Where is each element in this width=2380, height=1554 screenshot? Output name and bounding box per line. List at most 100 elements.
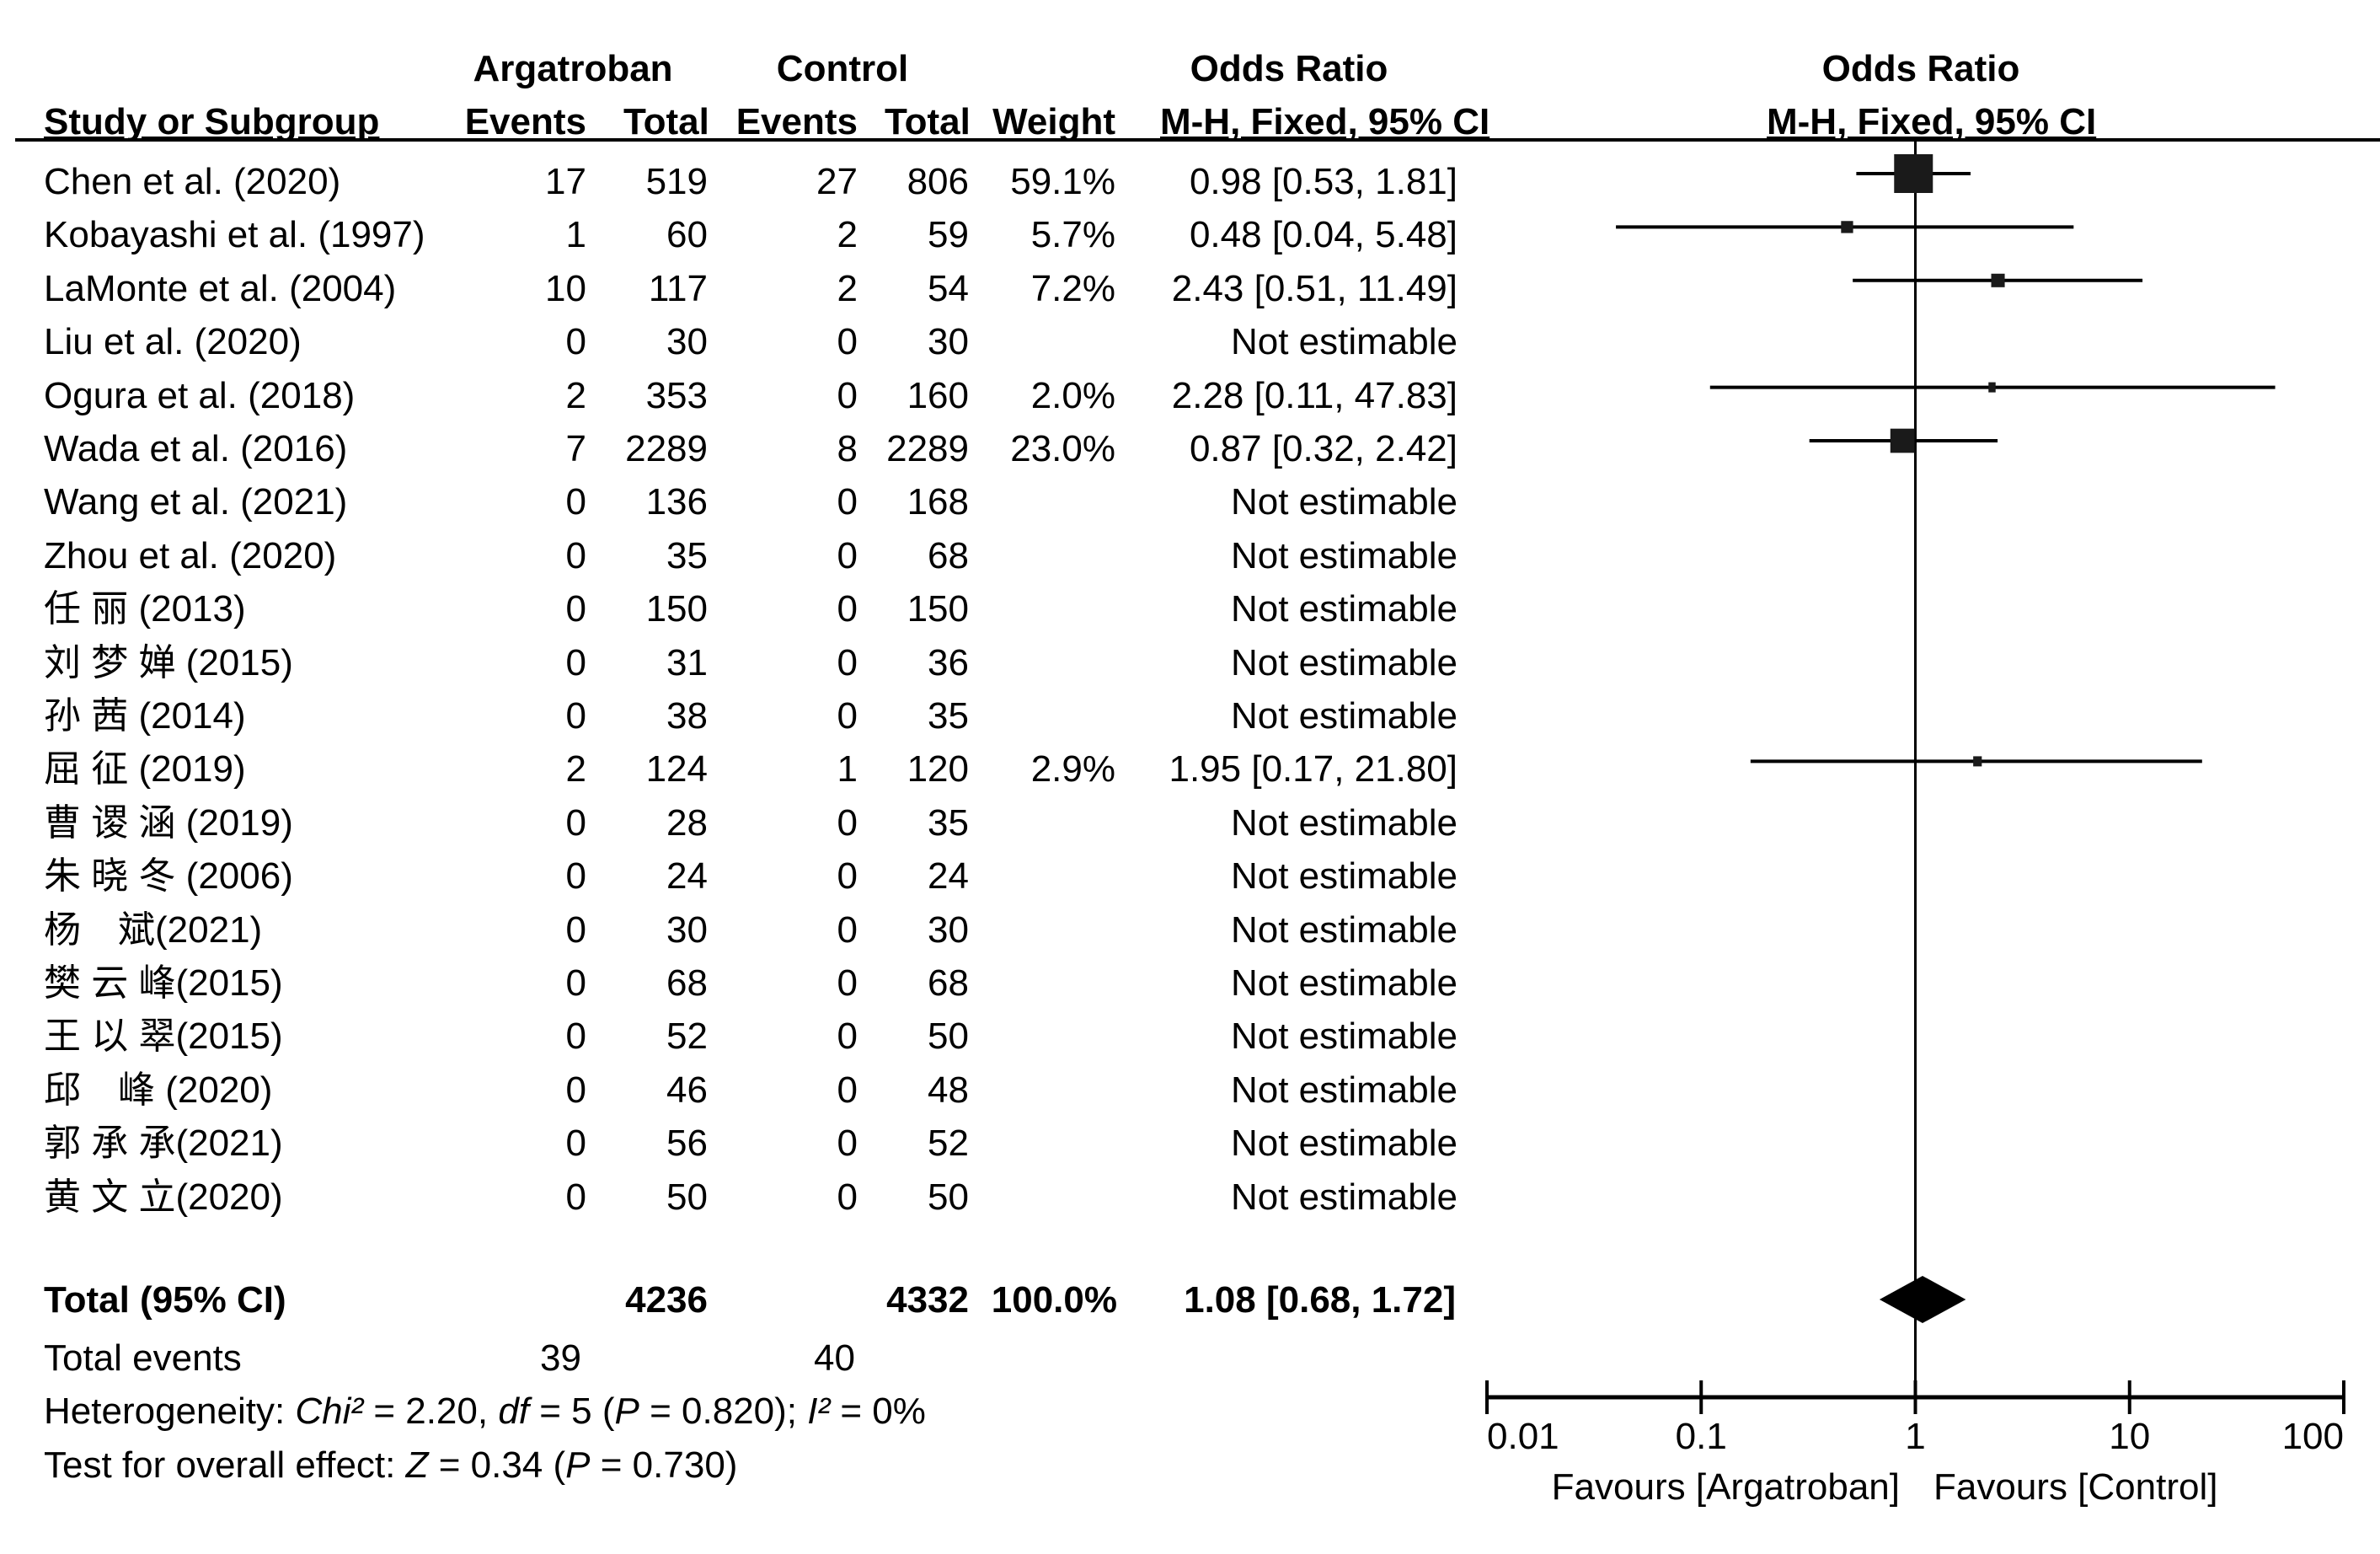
- events-control: 0: [837, 1015, 858, 1058]
- odds-ratio-ci: 1.95 [0.17, 21.80]: [1169, 748, 1457, 790]
- total-treatment: 30: [666, 908, 708, 951]
- events-treatment: 1: [565, 214, 586, 256]
- header-total-control: Total: [885, 101, 971, 142]
- weight: 7.2%: [1030, 267, 1115, 309]
- overall-p-label: P: [565, 1444, 591, 1486]
- overall-effect-text: Test for overall effect: Z = 0.34 (P = 0…: [44, 1444, 737, 1487]
- odds-ratio-ci: Not estimable: [1230, 321, 1457, 363]
- total-treatment: 31: [666, 641, 708, 683]
- odds-ratio-ci: Not estimable: [1230, 908, 1457, 951]
- events-control: 0: [837, 695, 858, 737]
- favours-right-label: Favours [Control]: [1933, 1466, 2218, 1508]
- total-treatment: 56: [666, 1123, 708, 1165]
- study-name: 黄 文 立(2020): [44, 1176, 283, 1218]
- total-treatment: 136: [645, 481, 708, 523]
- total-events-control: 40: [814, 1337, 855, 1379]
- events-control: 0: [837, 801, 858, 844]
- odds-ratio-ci: 0.87 [0.32, 2.42]: [1189, 428, 1457, 469]
- header-plot-method: M-H, Fixed, 95% CI: [1767, 101, 2097, 142]
- total-treatment: 4236: [625, 1279, 708, 1321]
- total-control: 52: [928, 1123, 969, 1165]
- total-control: 120: [907, 748, 969, 790]
- events-treatment: 0: [565, 855, 586, 898]
- total-control: 160: [907, 374, 969, 416]
- total-treatment: 38: [666, 695, 708, 737]
- study-name: 刘 梦 婵 (2015): [44, 641, 293, 683]
- point-estimate-square: [1973, 756, 1982, 767]
- events-control: 0: [837, 588, 858, 630]
- df-label: df: [498, 1391, 530, 1432]
- overall-effect-prefix: Test for overall effect:: [44, 1444, 406, 1486]
- z-value: = 0.34 (: [428, 1444, 566, 1486]
- header-argatroban: Argatroban: [473, 48, 673, 89]
- x-tick-label: 100: [2281, 1416, 2344, 1457]
- events-treatment: 0: [565, 481, 586, 523]
- events-control: 0: [837, 534, 858, 576]
- total-treatment: 124: [645, 748, 708, 790]
- point-estimate-square: [1841, 221, 1853, 233]
- header-control: Control: [776, 48, 909, 89]
- odds-ratio-ci: 0.48 [0.04, 5.48]: [1189, 214, 1457, 256]
- x-tick-label: 1: [1905, 1416, 1926, 1457]
- events-control: 0: [837, 962, 858, 1004]
- study-name: Liu et al. (2020): [44, 321, 302, 363]
- events-treatment: 0: [565, 534, 586, 576]
- favours-left-label: Favours [Argatroban]: [1551, 1466, 1900, 1508]
- study-name: 樊 云 峰(2015): [44, 962, 283, 1004]
- total-control: 68: [928, 962, 969, 1004]
- events-treatment: 7: [565, 428, 586, 469]
- odds-ratio-ci: Not estimable: [1230, 481, 1457, 523]
- study-name: Kobayashi et al. (1997): [44, 214, 425, 256]
- point-estimate-square: [1890, 428, 1915, 453]
- total-treatment: 60: [666, 214, 708, 256]
- total-treatment: 52: [666, 1015, 708, 1058]
- events-control: 8: [837, 428, 858, 469]
- odds-ratio-ci: Not estimable: [1230, 695, 1457, 737]
- study-name: 邱 峰 (2020): [44, 1069, 273, 1111]
- i2-value: = 0%: [830, 1391, 926, 1432]
- study-name: 郭 承 承(2021): [44, 1123, 283, 1165]
- overall-p-value: = 0.730): [590, 1444, 738, 1486]
- x-tick-label: 10: [2109, 1416, 2151, 1457]
- chi-label: Chi²: [295, 1391, 364, 1432]
- i2-label: I²: [807, 1391, 831, 1432]
- odds-ratio-ci: 2.43 [0.51, 11.49]: [1171, 267, 1457, 309]
- header-events-treatment: Events: [464, 101, 586, 142]
- heterogeneity-text: Heterogeneity: Chi² = 2.20, df = 5 (P = …: [44, 1391, 926, 1433]
- events-control: 0: [837, 374, 858, 416]
- point-estimate-square: [1894, 154, 1933, 193]
- events-treatment: 0: [565, 801, 586, 844]
- weight: 23.0%: [1010, 428, 1115, 469]
- total-control: 806: [907, 161, 969, 202]
- p-value: = 0.820);: [639, 1391, 808, 1432]
- header-total-treatment: Total: [623, 101, 709, 142]
- total-control: 35: [928, 801, 969, 844]
- total-treatment: 35: [666, 534, 708, 576]
- events-treatment: 0: [565, 1176, 586, 1218]
- chi-value: = 2.20,: [363, 1391, 499, 1432]
- total-or: 1.08 [0.68, 1.72]: [1184, 1279, 1456, 1321]
- odds-ratio-ci: Not estimable: [1230, 588, 1457, 630]
- odds-ratio-ci: Not estimable: [1230, 1015, 1457, 1058]
- total-weight: 100.0%: [991, 1279, 1117, 1321]
- weight: 2.0%: [1030, 374, 1115, 416]
- df-value: = 5 (: [529, 1391, 615, 1432]
- total-treatment: 2289: [625, 428, 708, 469]
- total-control: 59: [928, 214, 969, 256]
- events-control: 0: [837, 641, 858, 683]
- study-name: Wang et al. (2021): [44, 481, 348, 523]
- study-name: 孙 茜 (2014): [44, 695, 246, 737]
- total-control: 54: [928, 267, 969, 309]
- total-treatment: 519: [645, 161, 708, 202]
- odds-ratio-ci: Not estimable: [1230, 641, 1457, 683]
- study-name: Zhou et al. (2020): [44, 534, 337, 576]
- weight: 59.1%: [1010, 161, 1115, 202]
- header-odds-ratio-plot: Odds Ratio: [1821, 48, 2020, 89]
- total-control: 30: [928, 908, 969, 951]
- events-treatment: 0: [565, 695, 586, 737]
- total-treatment: 50: [666, 1176, 708, 1218]
- study-name: 杨 斌(2021): [44, 908, 263, 951]
- events-treatment: 0: [565, 1069, 586, 1111]
